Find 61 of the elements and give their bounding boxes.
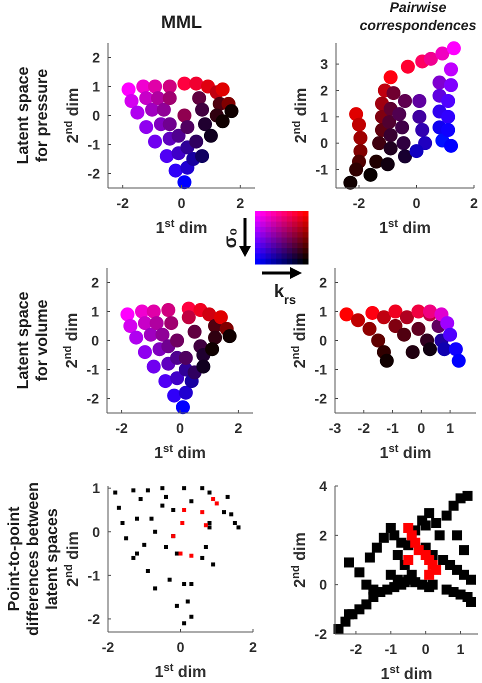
y-tick-label: 0 — [92, 108, 100, 124]
y-tick-label: -1 — [88, 136, 100, 152]
y-tick-label: -1 — [316, 162, 328, 178]
y-tick-label: -1 — [88, 567, 100, 584]
y-tick-label: 1 — [92, 480, 100, 496]
y-tick-label: 2 — [92, 50, 100, 66]
y-tick-label: -2 — [86, 390, 100, 406]
x-tick-label: -1 — [384, 641, 398, 657]
x-tick-label: 2 — [249, 639, 258, 655]
y-tick-label: -2 — [314, 626, 328, 642]
x-tick-label: -2 — [352, 195, 366, 211]
x-axis-title: 1$^{st}$ dim — [154, 662, 206, 681]
x-tick-label: 2 — [234, 420, 242, 436]
y-tick-label: -1 — [86, 362, 100, 378]
x-tick-label: 0 — [176, 639, 185, 655]
x-axis-title: 1$^{st}$ dim — [156, 218, 208, 237]
chart-title: MML — [161, 12, 202, 32]
y-tick-label: 1 — [91, 304, 100, 320]
x-tick-label: 0 — [422, 641, 430, 657]
y-tick-label: 2 — [91, 274, 100, 290]
x-axis-title: 1$^{st}$ dim — [379, 218, 431, 237]
y-tick-label: 0 — [91, 332, 100, 348]
text: Latent space for volume — [15, 291, 51, 390]
x-axis-title: 1$^{st}$ dim — [380, 664, 432, 683]
chart-title: Pairwise correspondences — [360, 0, 477, 33]
x-tick-label: -2 — [116, 195, 130, 211]
x-axis-title: 1$^{st}$ dim — [154, 443, 206, 462]
x-tick-label: 2 — [236, 195, 244, 211]
y-tick-label: 1 — [319, 304, 328, 320]
x-axis-title: 1$^{st}$ dim — [380, 443, 432, 462]
x-tick-label: 1 — [456, 641, 465, 657]
x-tick-label: 0 — [178, 195, 186, 211]
y-tick-label: 4 — [319, 478, 328, 494]
x-tick-label: 1 — [446, 420, 454, 436]
x-tick-label: -2 — [358, 420, 370, 436]
x-tick-label: -1 — [386, 420, 399, 436]
text: Point-to-point differences between latent spaces — [6, 482, 61, 636]
x-tick-label: 0 — [417, 420, 426, 436]
y-tick-label: 1 — [320, 108, 328, 125]
y-tick-label: -1 — [314, 362, 328, 378]
text: k$_{rs}$ — [274, 281, 296, 307]
y-tick-label: 0 — [319, 332, 328, 348]
y-tick-label: 3 — [320, 56, 328, 72]
y-tick-label: 1 — [92, 78, 100, 94]
x-tick-label: 0 — [176, 420, 184, 436]
y-tick-label: 2 — [320, 82, 328, 98]
x-tick-label: -2 — [350, 641, 362, 657]
y-tick-label: 2 — [319, 527, 328, 544]
x-tick-label: 0 — [412, 195, 421, 211]
y-tick-label: 2 — [319, 274, 328, 290]
x-tick-label: -3 — [328, 420, 342, 436]
y-tick-label: -2 — [88, 610, 100, 627]
y-tick-label: 0 — [92, 524, 100, 540]
y-tick-label: 0 — [319, 576, 328, 593]
y-tick-label: 0 — [320, 135, 328, 152]
text: σ₀ — [220, 228, 240, 248]
y-tick-label: -2 — [314, 390, 328, 406]
x-tick-label: 2 — [470, 195, 478, 211]
x-tick-label: -2 — [115, 420, 128, 436]
y-tick-label: -2 — [88, 166, 100, 182]
text: Latent space for pressure — [15, 66, 51, 164]
